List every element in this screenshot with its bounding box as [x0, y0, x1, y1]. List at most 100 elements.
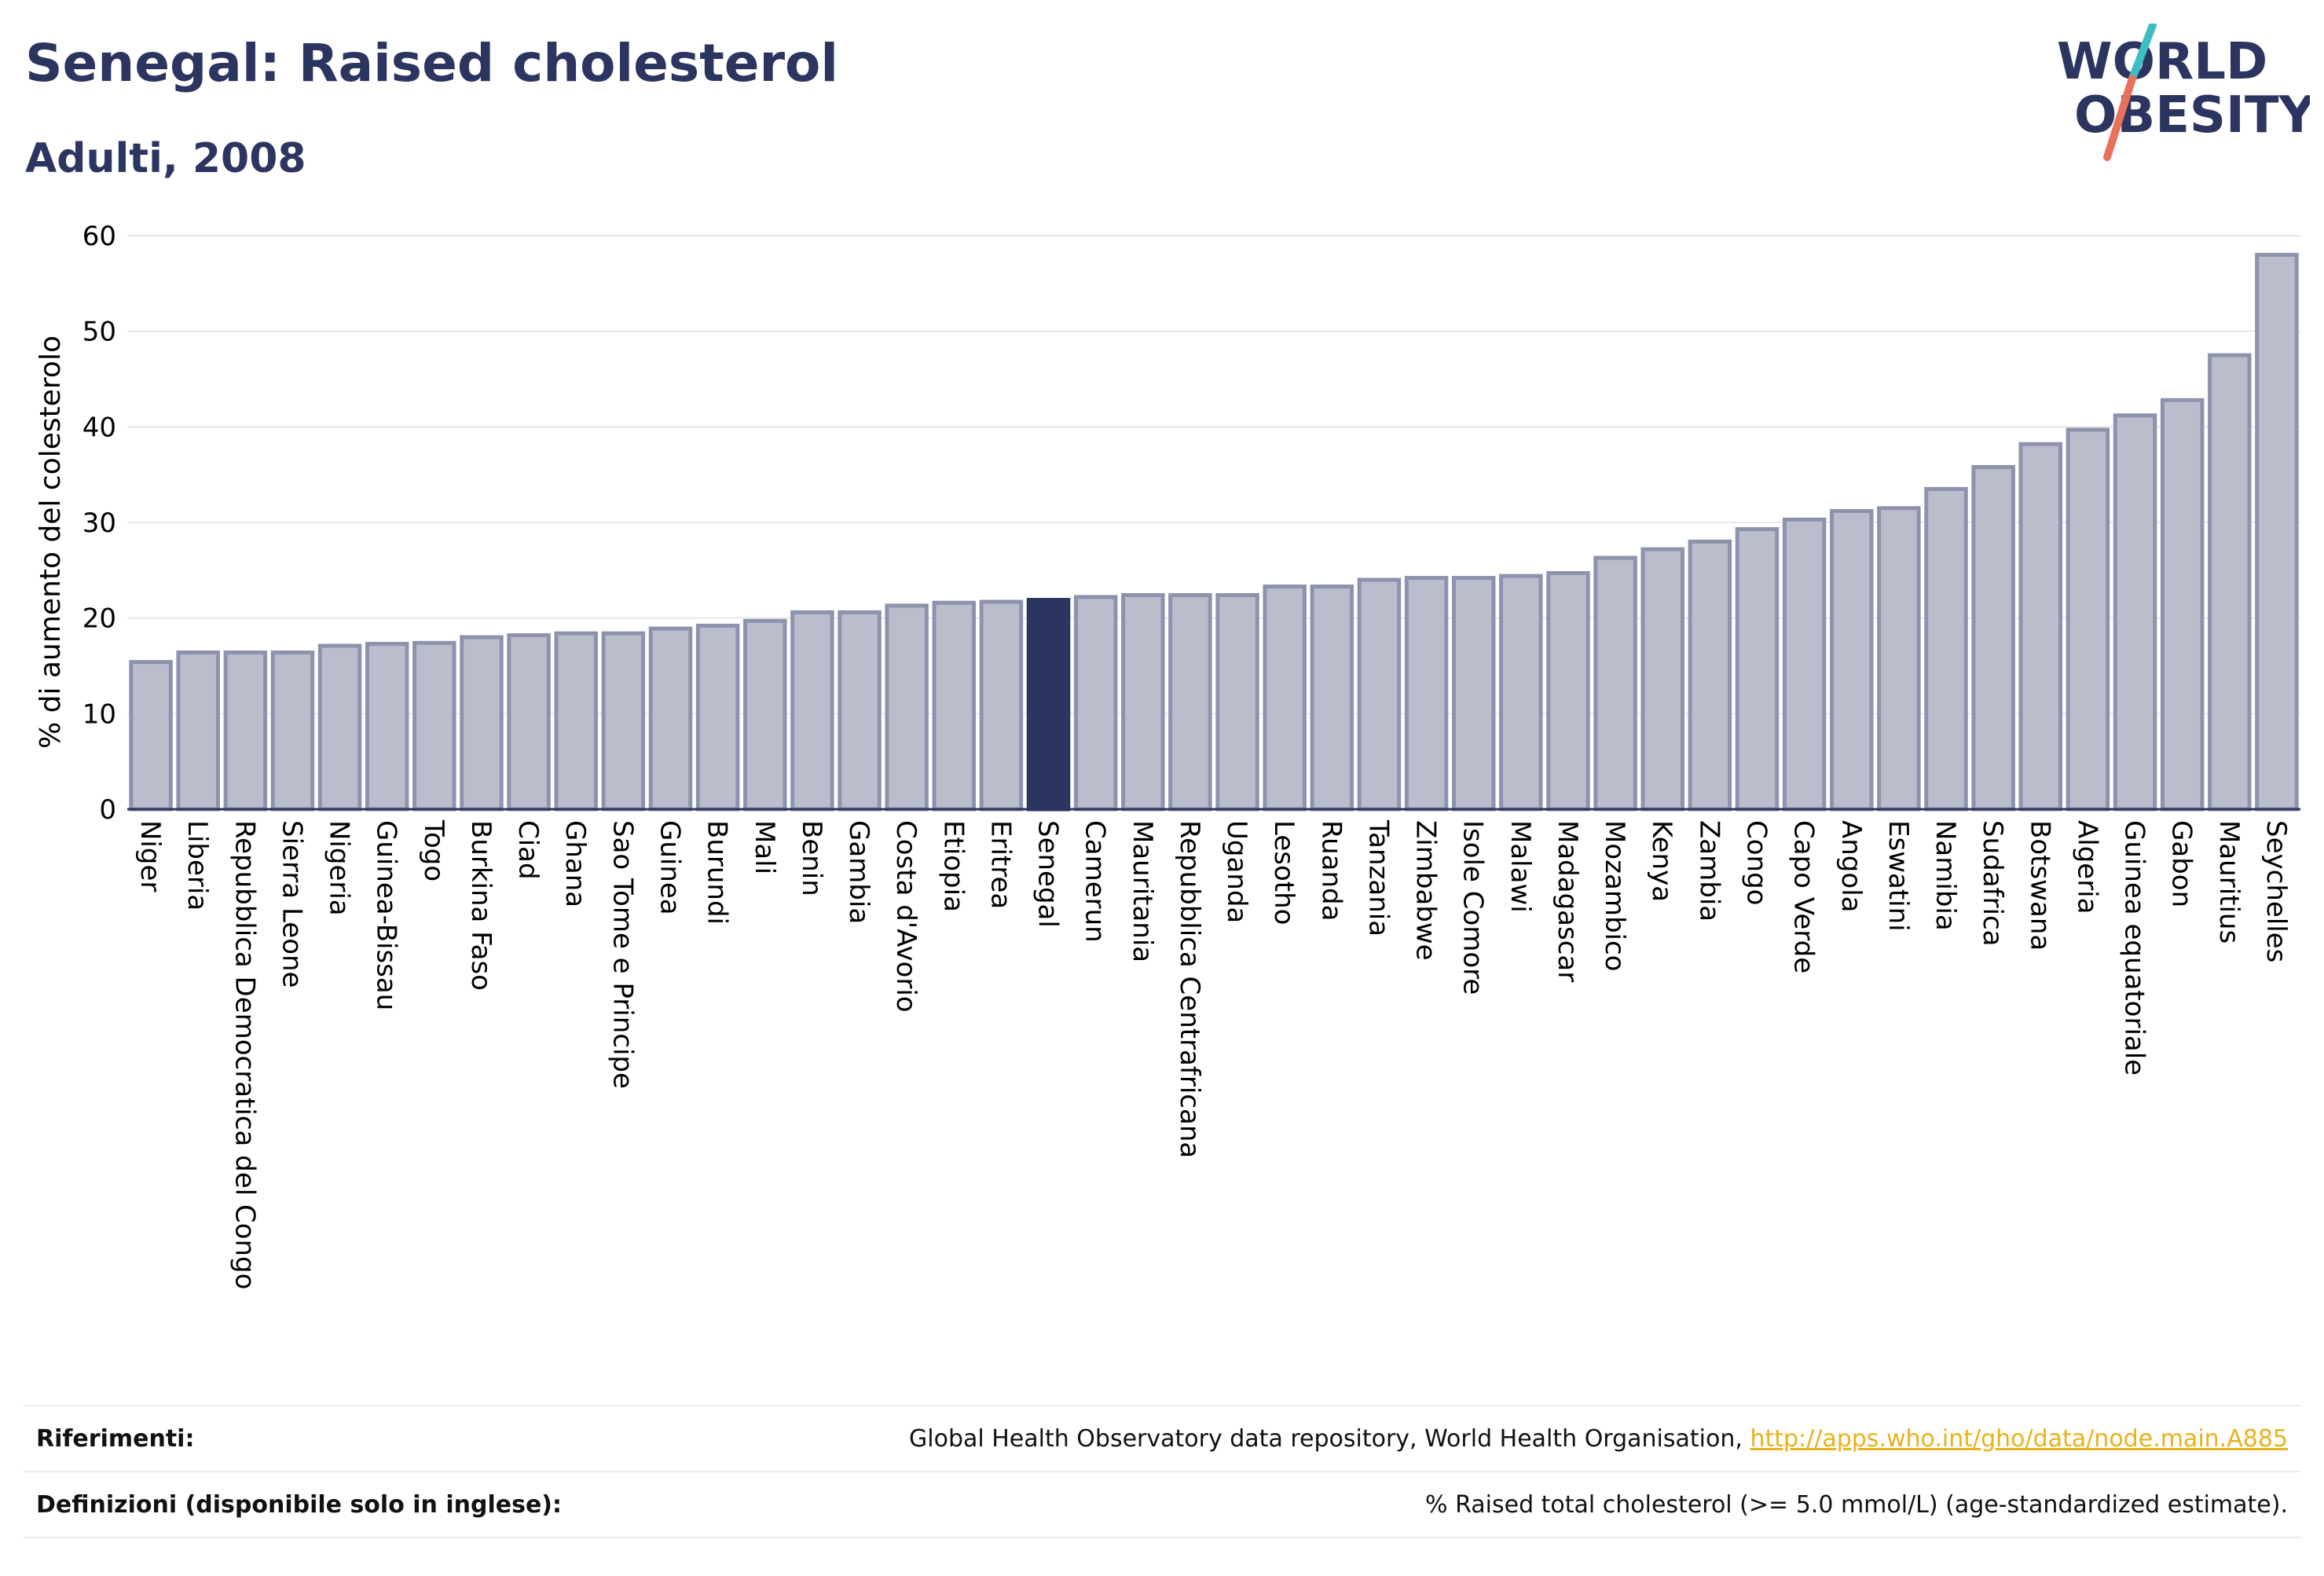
- x-tick-label: Algeria: [2071, 820, 2102, 914]
- x-tick-label: Malawi: [1505, 820, 1536, 913]
- bar: [2113, 413, 2157, 812]
- bar: [1688, 539, 1732, 812]
- bar: [1593, 555, 1637, 812]
- y-tick-label: 30: [82, 508, 116, 539]
- x-tick-label: Camerun: [1080, 820, 1111, 943]
- bar: [1971, 464, 2015, 812]
- x-tick-label: Botswana: [2024, 820, 2055, 951]
- bar: [2255, 252, 2299, 812]
- y-tick-label: 0: [99, 794, 116, 826]
- bar: [1640, 547, 1684, 812]
- world-obesity-logo: WORLD OBESITY: [2057, 24, 2310, 161]
- chart-subtitle: Adulti, 2008: [25, 135, 306, 182]
- bar: [554, 631, 598, 812]
- x-tick-label: Congo: [1741, 820, 1772, 905]
- references-label: Riferimenti:: [36, 1425, 195, 1453]
- definitions-label: Definizioni (disponibile solo in inglese…: [36, 1491, 562, 1519]
- x-axis-labels: Niger Liberia Repubblica Democratica del C…: [134, 819, 2292, 1289]
- y-tick-label: 50: [82, 317, 116, 348]
- x-tick-label: Eritrea: [984, 820, 1016, 909]
- bar: [885, 603, 929, 812]
- bar: [460, 635, 504, 812]
- bar-highlighted: [1026, 598, 1071, 812]
- x-tick-label: Capo Verde: [1788, 820, 1820, 973]
- bar: [1263, 585, 1307, 812]
- x-tick-label: Namibia: [1930, 820, 1961, 931]
- bar: [507, 633, 551, 812]
- bars: [129, 252, 2299, 812]
- bar: [2018, 442, 2063, 812]
- x-tick-label: Guinea-Bissau: [371, 820, 402, 1010]
- logo-text-world: WORLD: [2057, 33, 2267, 91]
- x-tick-label: Togo: [418, 819, 449, 881]
- bar: [1404, 576, 1449, 812]
- bar: [1877, 506, 1921, 812]
- bar: [1499, 574, 1543, 812]
- x-tick-label: Nigeria: [324, 820, 355, 916]
- bar: [2066, 427, 2110, 812]
- bar: [129, 660, 173, 812]
- chart-title: Senegal: Raised cholesterol: [25, 33, 839, 93]
- y-axis-ticks: 0 10 20 30 40 50 60: [82, 221, 116, 826]
- references-row: Riferimenti: Global Health Observatory d…: [24, 1405, 2300, 1471]
- references-text: Global Health Observatory data repositor…: [909, 1425, 1750, 1453]
- bar: [2208, 353, 2252, 812]
- bar: [1735, 527, 1780, 812]
- x-tick-label: Angola: [1835, 820, 1867, 912]
- bar: [412, 640, 456, 812]
- x-tick-label: Gambia: [843, 820, 874, 924]
- bar: [1168, 592, 1212, 812]
- bar: [317, 643, 362, 812]
- bar: [1121, 592, 1165, 812]
- definitions-row: Definizioni (disponibile solo in inglese…: [24, 1471, 2300, 1538]
- bar: [1546, 570, 1590, 812]
- y-tick-label: 60: [82, 221, 116, 252]
- x-tick-label: Mauritania: [1127, 820, 1158, 962]
- x-tick-label: Mali: [749, 820, 780, 874]
- x-tick-label: Burundi: [702, 820, 733, 925]
- x-tick-label: Ciad: [512, 820, 544, 880]
- logo-slash-top: [2128, 24, 2157, 82]
- bar: [1310, 585, 1354, 812]
- x-tick-label: Guinea equatoriale: [2119, 820, 2150, 1076]
- x-tick-label: Zambia: [1693, 820, 1725, 922]
- x-tick-label: Costa d'Avorio: [890, 820, 922, 1013]
- x-tick-label: Lesotho: [1268, 820, 1299, 925]
- bar: [601, 631, 646, 812]
- x-tick-label: Sao Tome e Principe: [607, 820, 638, 1089]
- bar: [1357, 577, 1402, 812]
- bar-chart: 0 10 20 30 40 50 60 Niger Liberia Repubblica Dem…: [35, 221, 2300, 1289]
- bar: [932, 600, 977, 812]
- x-tick-label: Repubblica Centrafricana: [1174, 820, 1205, 1158]
- bar: [790, 610, 834, 812]
- definitions-value: % Raised total cholesterol (>= 5.0 mmol/…: [1425, 1491, 2288, 1519]
- x-tick-label: Guinea: [654, 820, 686, 915]
- x-tick-label: Repubblica Democratica del Congo: [229, 820, 260, 1289]
- x-tick-label: Seychelles: [2260, 820, 2292, 962]
- x-tick-label: Kenya: [1646, 820, 1677, 902]
- x-tick-label: Burkina Faso: [465, 820, 497, 991]
- x-tick-label: Sudafrica: [1977, 820, 2008, 946]
- y-tick-label: 20: [82, 603, 116, 635]
- x-tick-label: Etiopia: [937, 820, 969, 912]
- x-tick-label: Zimbabwe: [1410, 820, 1442, 961]
- x-tick-label: Ghana: [559, 820, 591, 907]
- y-tick-label: 40: [82, 412, 116, 443]
- references-value: Global Health Observatory data repositor…: [909, 1425, 2288, 1453]
- bar: [1215, 592, 1259, 812]
- bar: [270, 650, 315, 812]
- x-tick-label: Gabon: [2166, 820, 2198, 907]
- bar: [838, 610, 882, 812]
- bar: [176, 650, 220, 812]
- bar: [648, 626, 693, 812]
- bar: [979, 599, 1024, 812]
- x-tick-label: Ruanda: [1315, 820, 1347, 921]
- x-tick-label: Tanzania: [1362, 819, 1394, 936]
- bar: [743, 618, 787, 812]
- y-tick-label: 10: [82, 698, 116, 730]
- bar: [695, 623, 740, 812]
- references-link[interactable]: http://apps.who.int/gho/data/node.main.A…: [1750, 1425, 2288, 1453]
- bar: [365, 642, 409, 812]
- x-tick-label: Senegal: [1032, 820, 1064, 928]
- bar: [1830, 508, 1874, 812]
